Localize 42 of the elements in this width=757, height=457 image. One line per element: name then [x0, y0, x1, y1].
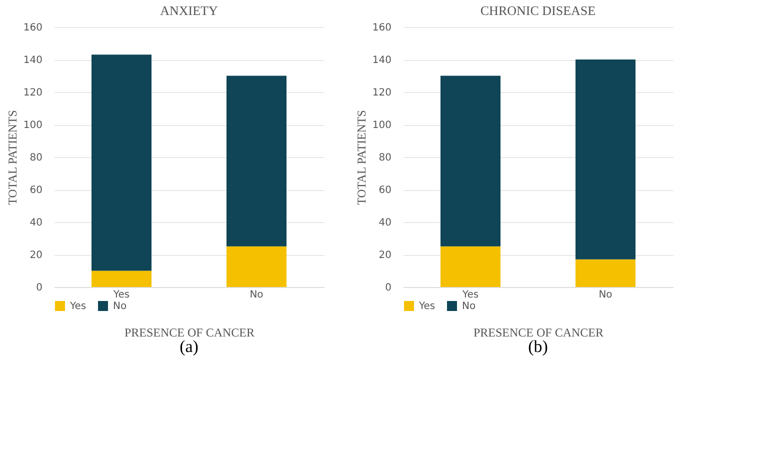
chart-title: CHRONIC DISEASE: [480, 3, 596, 18]
y-tick-label: 0: [385, 282, 392, 294]
legend-label: Yes: [69, 301, 86, 312]
y-axis-title: TOTAL PATIENTS: [5, 110, 20, 205]
y-tick-label: 160: [372, 22, 392, 34]
x-tick-label: Yes: [112, 290, 130, 300]
bar: [226, 76, 286, 246]
chart-title: ANXIETY: [160, 3, 218, 18]
y-tick-label: 140: [23, 55, 42, 66]
y-tick-label: 20: [378, 250, 392, 261]
legend-label: No: [462, 301, 476, 312]
legend-label: Yes: [418, 301, 436, 312]
y-tick-label: 60: [378, 185, 392, 196]
bar: [440, 76, 500, 246]
y-tick-label: 0: [36, 282, 42, 294]
x-axis-title: PRESENCE OF CANCER: [473, 326, 604, 340]
bar: [576, 60, 636, 260]
text: (b): [528, 337, 548, 356]
y-tick-label: 60: [30, 185, 42, 196]
y-tick-label: 120: [372, 88, 392, 98]
bar: [440, 246, 500, 287]
y-tick-label: 100: [23, 120, 42, 131]
x-tick-label: No: [250, 290, 264, 300]
text: (a): [180, 337, 198, 356]
x-tick-label: Yes: [461, 290, 479, 300]
y-axis-title: TOTAL PATIENTS: [354, 110, 368, 205]
bar: [226, 246, 286, 287]
y-tick-label: 120: [23, 88, 42, 98]
y-tick-label: 40: [378, 218, 392, 228]
bar: [576, 259, 636, 287]
legend-label: No: [113, 301, 127, 312]
bar: [92, 54, 152, 271]
bar: [92, 270, 152, 287]
y-tick-label: 100: [372, 120, 392, 131]
y-tick-label: 20: [30, 250, 42, 261]
x-axis-title: PRESENCE OF CANCER: [124, 326, 255, 340]
y-tick-label: 160: [23, 22, 42, 34]
y-tick-label: 80: [30, 152, 42, 164]
y-tick-label: 140: [372, 55, 392, 66]
y-tick-label: 40: [30, 218, 42, 228]
x-tick-label: No: [598, 290, 612, 300]
y-tick-label: 80: [378, 152, 392, 164]
